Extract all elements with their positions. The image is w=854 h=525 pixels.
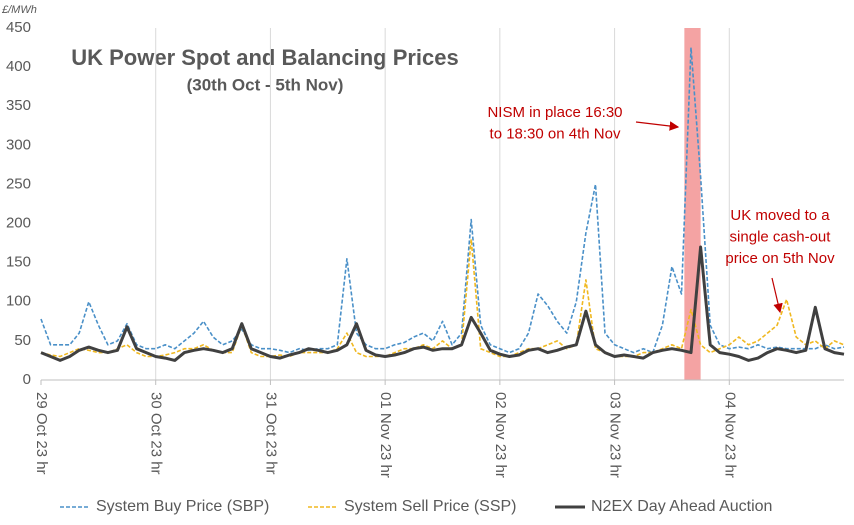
x-tick-label: 29 Oct 23 hr bbox=[33, 392, 50, 475]
y-tick-label: 50 bbox=[14, 332, 31, 349]
legend-label: N2EX Day Ahead Auction bbox=[591, 498, 772, 515]
y-tick-label: 450 bbox=[6, 19, 31, 36]
chart-subtitle: (30th Oct - 5th Nov) bbox=[187, 75, 344, 94]
x-tick-label: 01 Nov 23 hr bbox=[377, 392, 394, 478]
series-line bbox=[40, 245, 845, 362]
legend-label: System Buy Price (SBP) bbox=[96, 498, 269, 515]
y-tick-label: 150 bbox=[6, 254, 31, 271]
x-tick-label: 03 Nov 23 hr bbox=[607, 392, 624, 478]
x-tick-label: 02 Nov 23 hr bbox=[492, 392, 509, 478]
y-tick-label: 300 bbox=[6, 136, 31, 153]
y-tick-label: 0 bbox=[23, 371, 31, 388]
arrow bbox=[771, 277, 783, 314]
y-tick-label: 200 bbox=[6, 215, 31, 232]
annotation: to 18:30 on 4th Nov bbox=[490, 125, 621, 142]
x-tick-label: 31 Oct 23 hr bbox=[262, 392, 279, 475]
series-line bbox=[40, 46, 845, 354]
chart-title: UK Power Spot and Balancing Prices bbox=[71, 45, 459, 70]
annotation: single cash-out bbox=[730, 228, 832, 245]
annotation: UK moved to a bbox=[730, 207, 830, 224]
arrow bbox=[635, 121, 680, 131]
x-tick-label: 04 Nov 23 hr bbox=[721, 392, 738, 478]
annotation: price on 5th Nov bbox=[725, 250, 835, 267]
y-tick-label: 350 bbox=[6, 97, 31, 114]
x-tick-label: 30 Oct 23 hr bbox=[148, 392, 165, 475]
y-tick-label: 400 bbox=[6, 58, 31, 75]
y-axis-label: £/MWh bbox=[1, 4, 37, 16]
y-tick-label: 250 bbox=[6, 175, 31, 192]
annotation: NISM in place 16:30 bbox=[487, 104, 622, 121]
series-line bbox=[40, 238, 845, 358]
y-tick-label: 100 bbox=[6, 293, 31, 310]
legend-label: System Sell Price (SSP) bbox=[344, 498, 516, 515]
